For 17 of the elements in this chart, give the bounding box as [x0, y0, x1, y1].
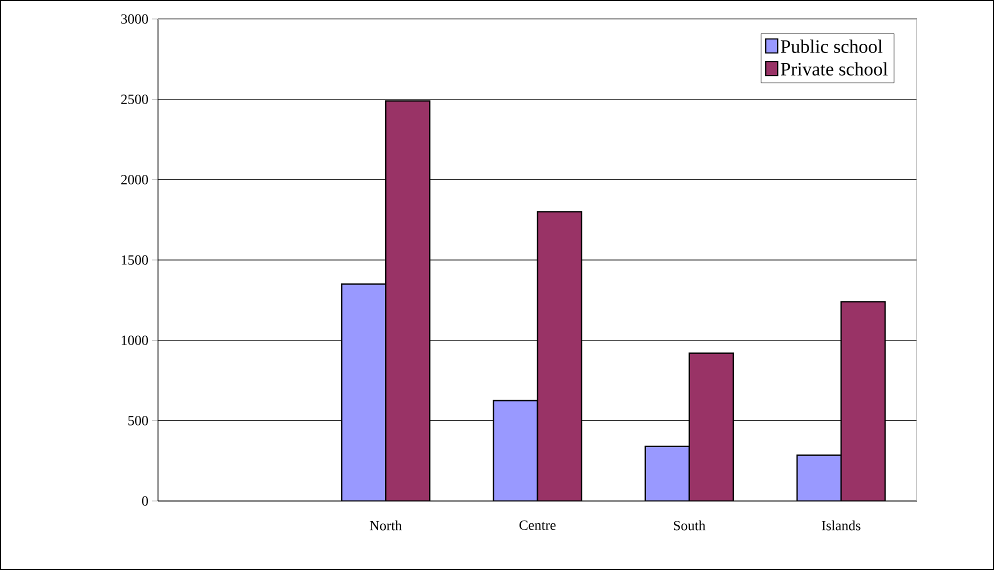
x-tick-label: Centre [520, 520, 556, 530]
y-tick-label: 2000 [121, 174, 148, 184]
legend-label: Private school [780, 62, 888, 76]
bar [644, 446, 690, 501]
y-tick-label: 500 [128, 416, 148, 426]
x-tick-label: North [370, 520, 402, 530]
x-tick-label: South [674, 520, 706, 530]
y-tick-label: 1500 [122, 255, 148, 265]
bar [341, 283, 386, 501]
legend-label: Public school [780, 40, 882, 53]
y-tick-label: 0 [142, 496, 148, 506]
bar [796, 454, 842, 501]
x-tick-label: Islands [822, 520, 860, 530]
y-tick-label: 2500 [121, 94, 148, 104]
bar [492, 400, 538, 501]
y-tick-label: 3000 [121, 14, 148, 24]
y-tick-label: 1000 [122, 336, 148, 346]
